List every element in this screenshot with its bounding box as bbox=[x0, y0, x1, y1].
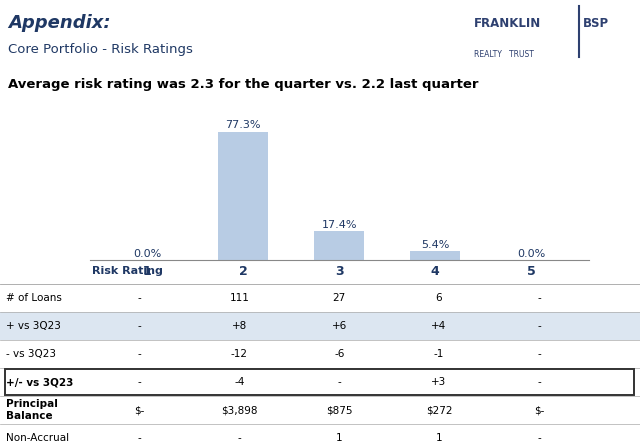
Text: 1: 1 bbox=[436, 433, 442, 443]
Text: -: - bbox=[537, 349, 541, 359]
Text: Average risk rating was 2.3 for the quarter vs. 2.2 last quarter: Average risk rating was 2.3 for the quar… bbox=[8, 77, 478, 91]
Text: -: - bbox=[537, 377, 541, 387]
Text: 6: 6 bbox=[436, 293, 442, 303]
Text: 1: 1 bbox=[143, 264, 152, 278]
Text: -: - bbox=[138, 433, 141, 443]
Text: -6: -6 bbox=[334, 349, 344, 359]
Text: -4: -4 bbox=[234, 377, 244, 387]
Bar bbox=[218, 132, 268, 260]
Text: +8: +8 bbox=[232, 321, 247, 331]
Text: - vs 3Q23: - vs 3Q23 bbox=[6, 349, 56, 359]
Text: $272: $272 bbox=[426, 405, 452, 415]
Text: +4: +4 bbox=[431, 321, 447, 331]
Text: BSP: BSP bbox=[582, 17, 609, 30]
Text: -: - bbox=[138, 321, 141, 331]
Text: 0.0%: 0.0% bbox=[517, 249, 545, 259]
Text: -: - bbox=[138, 293, 141, 303]
Text: -1: -1 bbox=[434, 349, 444, 359]
Text: + vs 3Q23: + vs 3Q23 bbox=[6, 321, 61, 331]
Text: -: - bbox=[537, 293, 541, 303]
Text: 2: 2 bbox=[239, 264, 248, 278]
Text: 0.0%: 0.0% bbox=[133, 249, 161, 259]
Text: Core Portfolio - Risk Ratings: Core Portfolio - Risk Ratings bbox=[8, 43, 193, 56]
Text: -: - bbox=[537, 321, 541, 331]
Text: 77.3%: 77.3% bbox=[225, 121, 261, 130]
Text: Principal
Balance: Principal Balance bbox=[6, 399, 58, 421]
Text: Non-Accrual: Non-Accrual bbox=[6, 433, 70, 443]
Text: -: - bbox=[337, 377, 341, 387]
Text: 27: 27 bbox=[333, 293, 346, 303]
Text: +6: +6 bbox=[332, 321, 347, 331]
Text: 1: 1 bbox=[336, 433, 342, 443]
Text: 17.4%: 17.4% bbox=[321, 220, 357, 230]
Text: $-: $- bbox=[534, 405, 544, 415]
Bar bbox=[314, 231, 364, 260]
Text: 5.4%: 5.4% bbox=[421, 240, 449, 250]
Text: $3,898: $3,898 bbox=[221, 405, 258, 415]
Text: +3: +3 bbox=[431, 377, 447, 387]
Text: -12: -12 bbox=[231, 349, 248, 359]
Text: -: - bbox=[138, 349, 141, 359]
Bar bbox=[410, 251, 460, 260]
Text: 5: 5 bbox=[527, 264, 536, 278]
Text: $875: $875 bbox=[326, 405, 353, 415]
Text: +/- vs 3Q23: +/- vs 3Q23 bbox=[6, 377, 74, 387]
Text: Appendix:: Appendix: bbox=[8, 14, 110, 32]
Text: $-: $- bbox=[134, 405, 145, 415]
Text: # of Loans: # of Loans bbox=[6, 293, 62, 303]
Text: -: - bbox=[237, 433, 241, 443]
Text: FRANKLIN: FRANKLIN bbox=[474, 17, 541, 30]
Text: -: - bbox=[138, 377, 141, 387]
Text: Risk Rating: Risk Rating bbox=[92, 266, 163, 276]
Text: REALTY   TRUST: REALTY TRUST bbox=[474, 50, 534, 59]
Text: 3: 3 bbox=[335, 264, 344, 278]
Text: -: - bbox=[537, 433, 541, 443]
Text: 111: 111 bbox=[229, 293, 250, 303]
Text: 4: 4 bbox=[431, 264, 440, 278]
